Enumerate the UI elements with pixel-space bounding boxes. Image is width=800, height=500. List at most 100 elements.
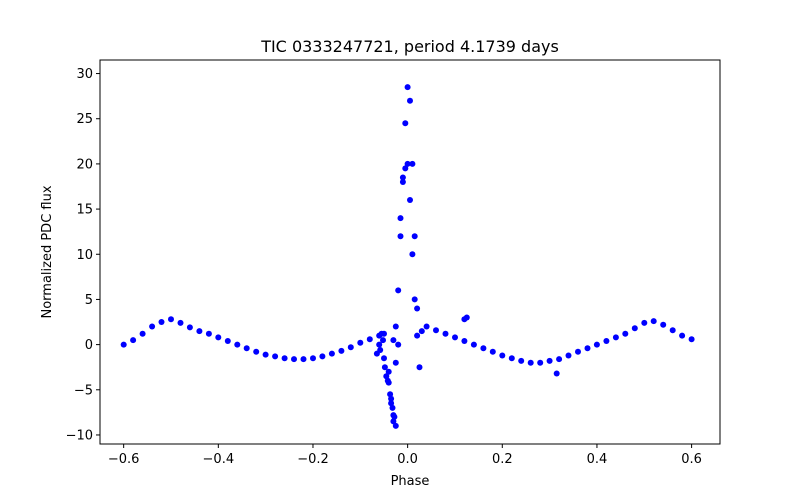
data-point xyxy=(390,418,397,425)
data-point xyxy=(411,233,418,240)
data-point xyxy=(243,345,250,352)
data-point xyxy=(262,351,269,358)
data-point xyxy=(508,355,515,362)
data-point xyxy=(622,330,629,337)
data-point xyxy=(377,347,384,353)
data-point xyxy=(328,350,335,357)
data-point xyxy=(603,338,610,344)
data-point xyxy=(499,352,506,359)
data-point xyxy=(470,341,477,348)
y-tick-label: 15 xyxy=(76,203,93,218)
data-point xyxy=(407,97,413,104)
data-point xyxy=(641,319,648,326)
data-point xyxy=(224,338,231,344)
data-point xyxy=(463,314,470,321)
x-tick-label: 0.6 xyxy=(681,452,702,467)
data-point xyxy=(631,325,638,332)
y-tick-label: 0 xyxy=(85,338,93,353)
data-point xyxy=(442,330,449,337)
x-tick-label: 0.0 xyxy=(397,452,418,467)
data-point xyxy=(130,337,137,344)
y-tick-label: 5 xyxy=(85,293,93,308)
y-tick-label: −5 xyxy=(74,383,93,398)
data-point xyxy=(612,334,619,341)
data-point xyxy=(461,338,468,344)
y-tick-label: 30 xyxy=(76,67,93,82)
data-point xyxy=(688,336,695,343)
data-point xyxy=(253,348,260,355)
data-point xyxy=(414,305,421,312)
data-point xyxy=(575,348,581,355)
data-point xyxy=(392,323,399,330)
data-point xyxy=(389,404,396,411)
x-tick-label: 0.4 xyxy=(587,452,608,467)
data-point xyxy=(414,332,421,339)
data-point xyxy=(395,287,402,294)
data-point xyxy=(381,355,387,362)
data-point xyxy=(291,356,297,363)
data-point xyxy=(139,330,146,337)
data-point xyxy=(177,319,184,326)
data-point xyxy=(385,368,392,375)
data-point xyxy=(397,215,404,222)
data-point xyxy=(518,357,525,364)
x-tick-label: −0.6 xyxy=(108,452,140,467)
y-tick-label: 10 xyxy=(76,248,93,263)
data-point xyxy=(385,379,392,386)
data-point xyxy=(553,370,560,377)
data-point xyxy=(546,357,553,364)
data-point xyxy=(205,330,212,337)
data-point xyxy=(556,356,563,363)
y-tick-label: 25 xyxy=(76,112,93,127)
data-point xyxy=(395,341,402,348)
data-point xyxy=(338,347,345,354)
data-point xyxy=(565,352,572,359)
data-point xyxy=(392,359,399,366)
data-point xyxy=(272,353,279,360)
data-point xyxy=(399,174,406,181)
data-point xyxy=(537,359,544,366)
data-point xyxy=(387,391,394,398)
y-axis-title: Normalized PDC flux xyxy=(40,185,55,318)
data-point xyxy=(234,341,241,348)
data-point xyxy=(196,328,203,335)
data-point xyxy=(381,364,388,371)
data-point xyxy=(366,336,373,343)
data-point xyxy=(158,319,165,325)
chart-title: TIC 0333247721, period 4.1739 days xyxy=(260,37,559,56)
x-tick-label: −0.4 xyxy=(203,452,235,467)
data-point xyxy=(404,84,411,91)
data-point xyxy=(388,395,395,402)
data-point xyxy=(433,327,439,334)
data-point xyxy=(527,359,534,366)
data-point xyxy=(402,165,409,172)
data-point xyxy=(168,316,174,323)
x-axis-title: Phase xyxy=(391,474,430,489)
x-axis: −0.6 −0.4 −0.2 0.0 0.2 0.4 0.6 xyxy=(108,444,702,467)
data-point xyxy=(357,339,364,346)
x-tick-label: 0.2 xyxy=(492,452,513,467)
data-point xyxy=(397,233,404,240)
data-point xyxy=(423,323,430,330)
data-point xyxy=(416,364,423,371)
data-point xyxy=(390,337,397,344)
plot-frame xyxy=(99,59,721,445)
data-point xyxy=(679,332,686,339)
data-point xyxy=(409,160,416,167)
data-point xyxy=(310,355,316,362)
data-point xyxy=(584,345,591,352)
data-point xyxy=(391,413,398,420)
data-point xyxy=(593,341,600,348)
data-point xyxy=(300,356,307,363)
data-point xyxy=(409,251,416,258)
data-point xyxy=(404,160,411,167)
data-point xyxy=(480,345,487,352)
y-tick-label: 20 xyxy=(76,157,93,172)
data-point xyxy=(402,120,409,127)
data-point xyxy=(186,324,193,331)
data-point xyxy=(660,321,667,328)
data-point xyxy=(347,344,354,351)
data-point xyxy=(489,348,496,355)
data-point xyxy=(380,337,386,344)
